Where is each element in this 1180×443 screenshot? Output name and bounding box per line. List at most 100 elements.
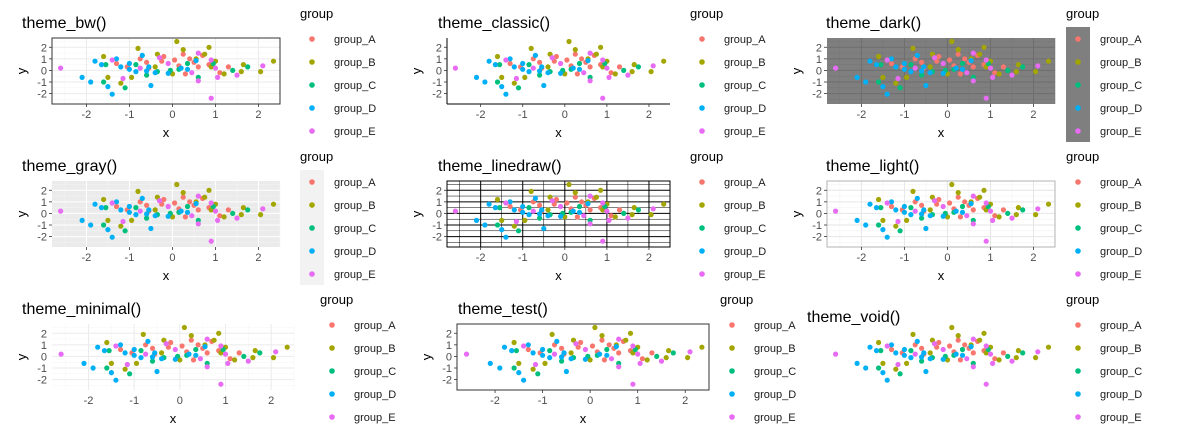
point-group_C (959, 203, 966, 210)
legend-key-group_C (1075, 82, 1081, 88)
x-axis-label: x (938, 268, 945, 283)
point-group_B (129, 217, 135, 223)
point-group_C (908, 62, 914, 68)
y-tick-label: -1 (37, 220, 47, 232)
x-tick-label: 2 (646, 252, 652, 264)
point-group_A (161, 196, 167, 203)
point-group_D (139, 52, 145, 59)
point-group_B (494, 53, 501, 60)
point-group_D (193, 58, 199, 64)
point-group_B (216, 330, 222, 336)
point-group_A (970, 207, 976, 213)
point-group_E (970, 336, 976, 342)
point-group_B (876, 53, 882, 60)
panel-border (826, 180, 1056, 248)
point-group_E (503, 200, 509, 206)
point-group_D (530, 350, 536, 356)
legend-label: group_B (754, 343, 796, 355)
legend-label: group_B (334, 57, 376, 69)
y-tick-label: -1 (442, 363, 452, 375)
legend-key-group_B (699, 59, 705, 65)
chart-title: theme_bw() (22, 15, 106, 32)
point-group_D (554, 338, 560, 344)
legend-label: group_E (724, 126, 766, 138)
y-tick-label: 0 (816, 208, 822, 220)
legend-key-group_B (699, 202, 705, 208)
legend-key-group_E (1075, 128, 1081, 134)
legend-label: group_E (754, 412, 796, 424)
point-group_D (525, 342, 531, 348)
point-group_E (983, 200, 989, 206)
legend-key-group_D (699, 248, 705, 254)
panel-border (446, 180, 671, 248)
point-group_C (1005, 67, 1011, 73)
point-group_A (616, 207, 623, 213)
point-group_E (513, 75, 520, 82)
point-group_D (968, 344, 974, 350)
y-tick-label: 0 (446, 351, 452, 363)
point-group_D (940, 213, 946, 219)
chart-title: theme_gray() (22, 158, 117, 175)
point-group_A (649, 350, 655, 356)
point-group_C (547, 348, 553, 354)
point-group_A (204, 350, 210, 356)
y-tick-label: 1 (436, 197, 442, 209)
point-group_B (955, 333, 961, 339)
point-group_D (88, 222, 94, 228)
point-group_D (873, 62, 880, 68)
point-group_B (530, 366, 536, 372)
point-group_D (893, 207, 899, 213)
y-tick-label: 0 (436, 65, 442, 77)
point-group_D (880, 227, 886, 233)
point-group_D (919, 354, 925, 360)
point-group_A (599, 337, 605, 343)
point-group_B (572, 190, 578, 196)
legend-label: group_C (334, 80, 376, 92)
point-group_D (873, 205, 880, 211)
point-group_E (884, 200, 890, 206)
x-tick-label: -2 (857, 252, 867, 264)
point-group_D (148, 225, 154, 232)
point-group_D (95, 344, 101, 350)
point-group_C (959, 346, 966, 353)
chart-panel-gray: theme_gray()-2 -1 0 1 2-2-1012xygroupgroup_A… (14, 149, 376, 285)
point-group_D (139, 195, 145, 201)
point-group_B (880, 217, 886, 223)
point-group_C (1005, 210, 1011, 216)
point-group_C (959, 60, 966, 67)
point-group_E (970, 78, 976, 84)
point-group_E (983, 343, 989, 349)
y-axis-label: y (409, 210, 424, 217)
x-axis-label: x (163, 125, 170, 140)
point-group_D (516, 370, 522, 376)
point-group_B (108, 360, 114, 366)
point-group_B (250, 355, 256, 361)
legend-key-group_A (1075, 179, 1081, 185)
point-group_B (598, 44, 604, 50)
point-group_B (631, 205, 637, 211)
legend-key-group_D (729, 391, 735, 397)
point-group_E (604, 208, 610, 214)
point-group_D (867, 201, 873, 207)
point-group_B (910, 331, 916, 337)
x-tick-label: 1 (987, 109, 993, 121)
legend-key-group_C (729, 368, 735, 374)
point-group_C (526, 62, 532, 68)
legend-label: group_C (1100, 80, 1142, 92)
point-group_D (923, 368, 929, 375)
point-group_E (687, 349, 693, 355)
legend-key-group_E (309, 128, 315, 134)
point-group_B (152, 207, 158, 213)
point-group_B (981, 330, 987, 336)
point-group_C (184, 60, 191, 67)
point-group_A (236, 350, 242, 356)
point-group_D (568, 356, 574, 362)
point-group_B (612, 214, 618, 220)
point-group_E (895, 361, 901, 368)
point-group_C (878, 62, 884, 68)
point-group_E (987, 208, 994, 214)
point-group_D (927, 70, 933, 76)
chart-title: theme_void() (807, 309, 900, 326)
point-group_B (955, 190, 961, 196)
point-group_E (581, 70, 587, 76)
